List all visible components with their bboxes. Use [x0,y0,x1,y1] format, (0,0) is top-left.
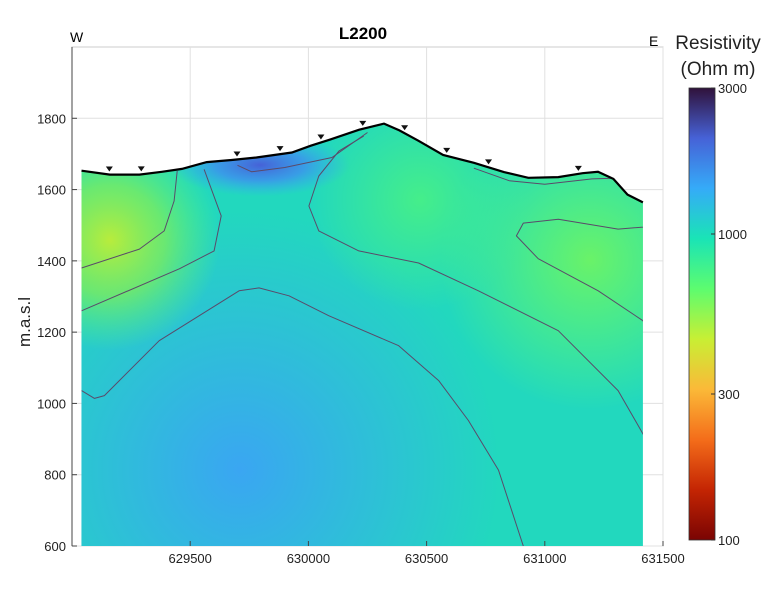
colorbar-ticks: 100 300 1000 3000 [711,81,747,548]
y-tick-label: 1000 [37,396,66,411]
x-tick-label: 631000 [523,551,566,566]
colorbar-title-line2: (Ohm m) [681,59,756,80]
west-label: W [70,29,84,45]
resistivity-field [81,123,643,546]
y-tick-label: 1800 [37,111,66,126]
contour-line [237,132,368,173]
electrode-marker [359,120,367,126]
electrode-marker [105,166,113,172]
x-axis: 629500 630000 630500 631000 631500 [169,541,685,566]
electrode-marker [137,166,145,172]
x-tick-label: 630000 [287,551,330,566]
y-tick-label: 1200 [37,325,66,340]
x-tick-label: 630500 [405,551,448,566]
contour-line [81,170,178,269]
colorbar-tick-label: 300 [718,387,740,402]
y-axis-label: m.a.s.l [15,297,34,347]
y-tick-label: 1400 [37,254,66,269]
colorbar-title-line1: Resistivity [675,33,761,54]
contour-lines [81,132,643,546]
x-tick-label: 629500 [169,551,212,566]
y-tick-label: 600 [44,539,66,554]
electrode-marker [574,165,582,171]
topography-line [81,122,644,204]
electrode-marker [401,125,409,131]
east-label: E [649,33,658,49]
contour-line [473,167,614,185]
contour-line [81,169,222,312]
y-tick-label: 800 [44,468,66,483]
electrode-marker [276,146,284,152]
electrode-marker [485,159,493,165]
colorbar-tick-label: 1000 [718,227,747,242]
colorbar-tick-label: 3000 [718,81,747,96]
electrode-marker [443,147,451,153]
y-tick-label: 1600 [37,183,66,198]
electrode-marker [233,151,241,157]
electrode-marker [317,134,325,140]
y-axis: 600 800 1000 1200 1400 1600 1800 [37,111,77,554]
electrode-markers [105,120,582,172]
colorbar-tick-label: 100 [718,533,740,548]
contour-line [515,218,643,346]
contour-line [81,287,524,546]
colorbar [688,87,716,541]
chart-title: L2200 [339,24,387,43]
contour-line [308,135,643,461]
x-tick-label: 631500 [641,551,684,566]
